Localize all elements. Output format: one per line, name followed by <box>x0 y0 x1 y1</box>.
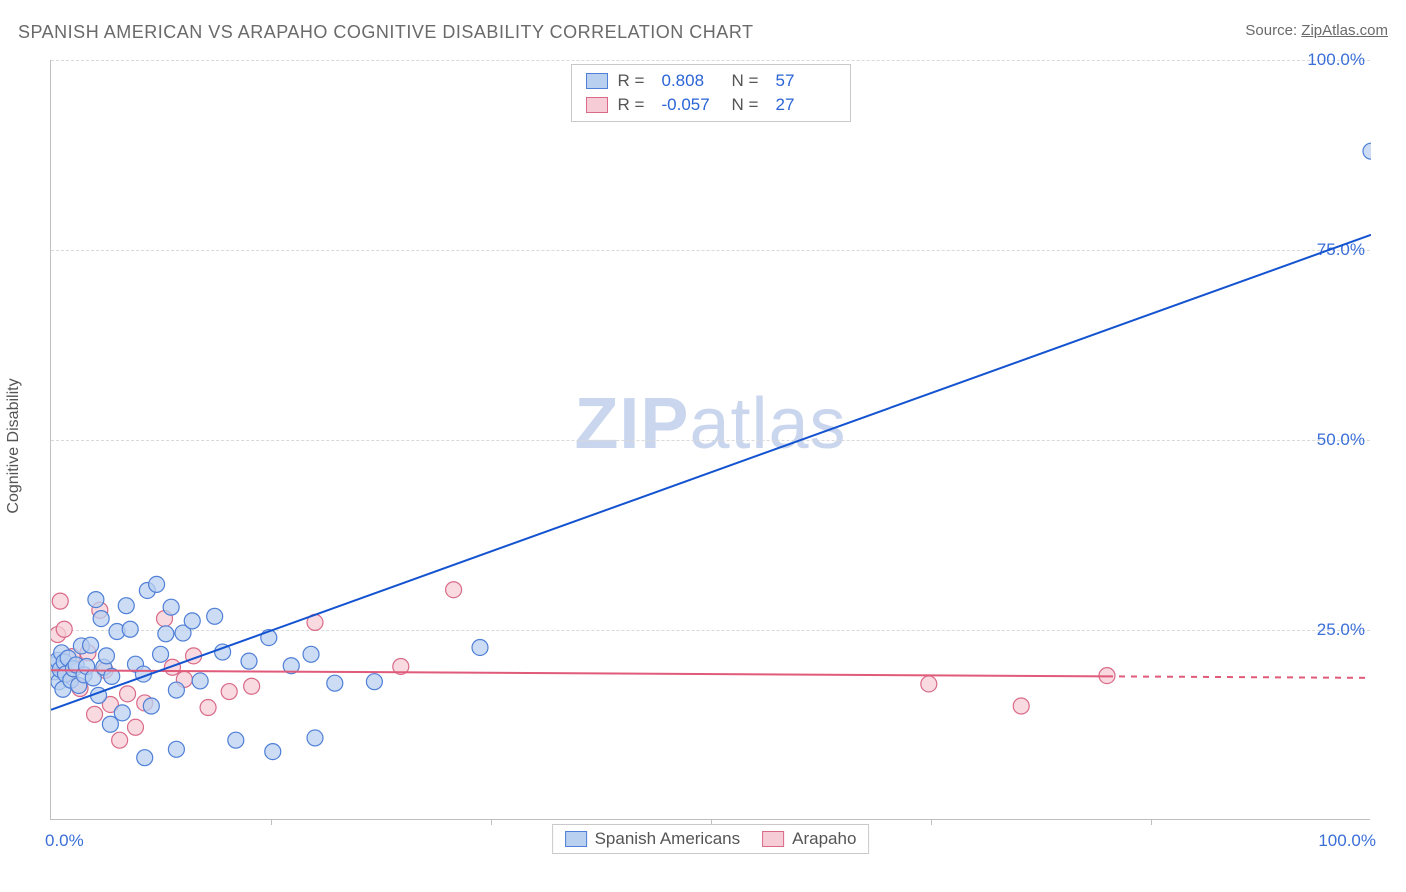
scatter-point-spanish_americans <box>93 611 109 627</box>
swatch-series-1 <box>586 97 608 113</box>
source-prefix: Source: <box>1245 22 1301 39</box>
scatter-point-arapaho <box>1013 698 1029 714</box>
scatter-point-arapaho <box>56 621 72 637</box>
scatter-point-spanish_americans <box>158 626 174 642</box>
scatter-point-arapaho <box>446 582 462 598</box>
y-axis-title: Cognitive Disability <box>5 378 23 513</box>
scatter-point-spanish_americans <box>102 716 118 732</box>
legend-label-series-0: Spanish Americans <box>595 829 741 849</box>
scatter-point-spanish_americans <box>472 639 488 655</box>
scatter-point-arapaho <box>87 706 103 722</box>
n-label: N = <box>732 95 766 115</box>
scatter-point-spanish_americans <box>118 598 134 614</box>
scatter-point-spanish_americans <box>366 674 382 690</box>
scatter-point-spanish_americans <box>327 675 343 691</box>
regression-line-spanish_americans <box>51 235 1371 710</box>
scatter-point-spanish_americans <box>122 621 138 637</box>
r-value-series-1: -0.057 <box>662 95 722 115</box>
scatter-point-arapaho <box>112 732 128 748</box>
swatch-series-1 <box>762 831 784 847</box>
scatter-point-spanish_americans <box>265 744 281 760</box>
scatter-point-spanish_americans <box>137 750 153 766</box>
scatter-point-spanish_americans <box>207 608 223 624</box>
r-value-series-0: 0.808 <box>662 71 722 91</box>
scatter-point-spanish_americans <box>192 673 208 689</box>
stats-row-series-1: R = -0.057 N = 27 <box>572 93 850 117</box>
chart-title: SPANISH AMERICAN VS ARAPAHO COGNITIVE DI… <box>18 22 753 43</box>
source-link[interactable]: ZipAtlas.com <box>1301 22 1388 39</box>
regression-line-ext-arapaho <box>1107 676 1371 678</box>
scatter-point-spanish_americans <box>228 732 244 748</box>
n-label: N = <box>732 71 766 91</box>
legend-item-series-0: Spanish Americans <box>565 829 741 849</box>
source-attribution: Source: ZipAtlas.com <box>1245 22 1388 39</box>
legend-item-series-1: Arapaho <box>762 829 856 849</box>
n-value-series-1: 27 <box>776 95 836 115</box>
scatter-point-spanish_americans <box>241 653 257 669</box>
scatter-point-spanish_americans <box>184 613 200 629</box>
scatter-point-arapaho <box>200 700 216 716</box>
scatter-point-spanish_americans <box>143 698 159 714</box>
legend-label-series-1: Arapaho <box>792 829 856 849</box>
scatter-point-arapaho <box>52 593 68 609</box>
x-tick-label-max: 100.0% <box>1318 831 1376 851</box>
scatter-point-spanish_americans <box>163 599 179 615</box>
swatch-series-0 <box>565 831 587 847</box>
scatter-point-spanish_americans <box>88 592 104 608</box>
r-label: R = <box>618 95 652 115</box>
scatter-point-spanish_americans <box>307 730 323 746</box>
n-value-series-0: 57 <box>776 71 836 91</box>
series-legend: Spanish Americans Arapaho <box>552 824 870 854</box>
scatter-point-arapaho <box>221 684 237 700</box>
stats-row-series-0: R = 0.808 N = 57 <box>572 69 850 93</box>
plot-area: ZIPatlas 25.0%50.0%75.0%100.0% R = 0.808… <box>50 60 1370 820</box>
scatter-point-arapaho <box>120 686 136 702</box>
stats-legend: R = 0.808 N = 57 R = -0.057 N = 27 <box>571 64 851 122</box>
scatter-point-spanish_americans <box>83 637 99 653</box>
scatter-point-spanish_americans <box>168 682 184 698</box>
scatter-point-spanish_americans <box>98 648 114 664</box>
swatch-series-0 <box>586 73 608 89</box>
scatter-point-arapaho <box>127 719 143 735</box>
scatter-point-spanish_americans <box>1363 143 1371 159</box>
scatter-point-spanish_americans <box>149 576 165 592</box>
scatter-point-arapaho <box>244 678 260 694</box>
r-label: R = <box>618 71 652 91</box>
scatter-point-arapaho <box>921 676 937 692</box>
x-tick-label-min: 0.0% <box>45 831 84 851</box>
scatter-point-spanish_americans <box>168 741 184 757</box>
regression-line-arapaho <box>51 670 1107 676</box>
scatter-point-spanish_americans <box>153 646 169 662</box>
chart-svg <box>51 60 1371 820</box>
scatter-point-spanish_americans <box>303 646 319 662</box>
